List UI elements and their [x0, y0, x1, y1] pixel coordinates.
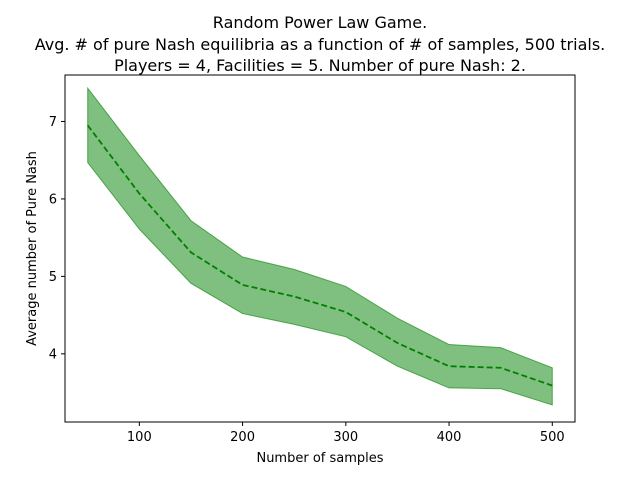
x-tick-label: 200 [230, 430, 255, 445]
y-axis-label: Average number of Pure Nash [25, 151, 40, 346]
x-axis: 100 200 300 400 500 [127, 422, 565, 445]
y-tick-label: 5 [49, 270, 57, 285]
x-tick-label: 100 [127, 430, 152, 445]
x-tick-label: 400 [437, 430, 462, 445]
x-tick-label: 500 [540, 430, 565, 445]
y-axis: 4 5 6 7 [49, 115, 65, 362]
chart-title-line-3: Players = 4, Facilities = 5. Number of p… [114, 56, 526, 75]
y-tick-label: 6 [49, 192, 57, 207]
y-tick-label: 4 [49, 347, 57, 362]
confidence-band [87, 86, 553, 406]
chart-title-line-1: Random Power Law Game. [212, 13, 428, 32]
x-axis-label: Number of samples [256, 451, 383, 466]
confidence-band-layer [87, 86, 553, 406]
y-tick-label: 7 [49, 115, 57, 130]
plot-area-frame [64, 74, 576, 423]
mean-line-layer [86, 124, 553, 387]
x-tick-label: 300 [333, 430, 358, 445]
chart-title-line-2: Avg. # of pure Nash equilibria as a func… [34, 35, 606, 54]
